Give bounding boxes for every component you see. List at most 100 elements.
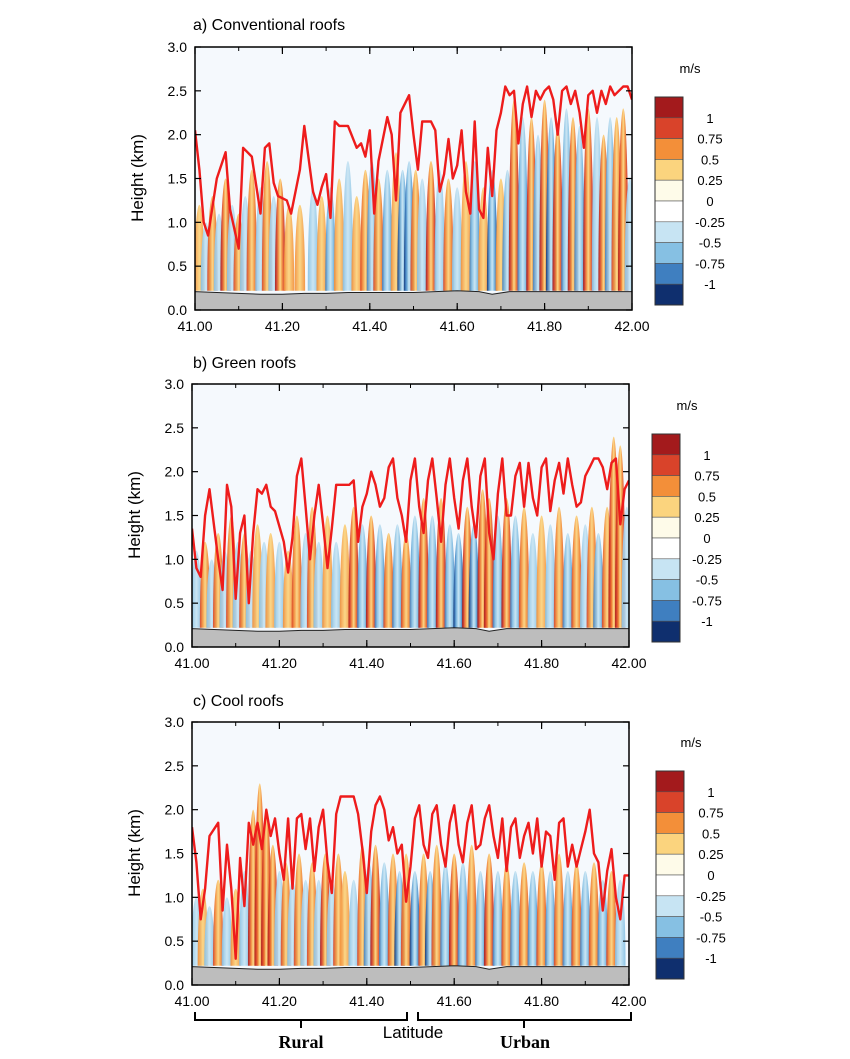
colorbar-swatch: [651, 516, 681, 539]
colorbar-swatch: [655, 874, 685, 897]
velocity-plume: [418, 497, 429, 628]
velocity-plume: [330, 541, 342, 628]
x-tick-label: 41.60: [437, 993, 472, 1009]
velocity-plume: [457, 862, 469, 966]
terrain: [192, 627, 629, 647]
velocity-plume: [571, 862, 582, 966]
colorbar-c: m/s 1 0.75 0.5 0.25 0 -0.25 -0.5 -0.75 -1: [655, 735, 726, 980]
y-tick-label: 1.0: [168, 214, 188, 230]
colorbar-swatch: [651, 454, 681, 476]
y-tick-label: 1.5: [165, 508, 185, 524]
panel-c: c) Cool roofs Height (km) 0.0 0.5 1.0 1.5 2.…: [125, 693, 726, 1009]
velocity-plume: [492, 871, 504, 966]
y-axis-label-b: Height (km): [125, 471, 144, 559]
velocity-plume: [443, 178, 454, 291]
velocity-plume: [483, 497, 495, 628]
x-tick-label: 41.00: [174, 993, 209, 1009]
velocity-plume: [593, 533, 604, 628]
velocity-plume: [392, 524, 403, 628]
x-tick-label: 42.00: [614, 318, 649, 334]
velocity-field: [192, 436, 629, 628]
y-tick-label: 1.0: [165, 889, 185, 905]
velocity-plume: [357, 524, 368, 628]
colorbar-label: 0.5: [701, 152, 719, 167]
rural-label: Rural: [279, 1032, 324, 1052]
velocity-plume: [583, 108, 594, 291]
colorbar-label: 0.5: [702, 826, 720, 841]
colorbar-label: -0.5: [696, 573, 718, 588]
velocity-plume: [339, 524, 351, 628]
colorbar-swatch: [651, 600, 681, 622]
colorbar-swatch: [655, 937, 685, 959]
y-tick-label: 0.0: [165, 977, 185, 993]
velocity-plume: [527, 871, 539, 966]
x-tick-label: 41.80: [527, 318, 562, 334]
velocity-plume: [536, 862, 547, 966]
velocity-plume: [483, 853, 495, 966]
colorbar-label: -1: [704, 277, 716, 292]
panel-title-a: a) Conventional roofs: [193, 17, 345, 34]
velocity-plume: [339, 871, 351, 966]
colorbar-label: 0.25: [698, 847, 723, 862]
x-tick-label: 41.40: [352, 318, 387, 334]
colorbar-label: -0.25: [696, 889, 726, 904]
panel-b: b) Green roofs Height (km) 0.0 0.5 1.0 1.5 2…: [125, 355, 722, 671]
velocity-plume: [597, 879, 609, 966]
y-tick-label: 1.5: [168, 171, 188, 187]
velocity-plume: [536, 515, 547, 628]
velocity-plume: [221, 897, 233, 966]
colorbar-unit: m/s: [681, 735, 702, 750]
colorbar-swatch: [651, 475, 681, 497]
velocity-plume: [562, 871, 574, 966]
panel-title-b: b) Green roofs: [193, 355, 296, 372]
velocity-plume: [624, 178, 632, 291]
colorbar-label: -0.5: [700, 910, 722, 925]
y-tick-label: 2.0: [165, 464, 185, 480]
urban-bracket: [417, 1012, 632, 1028]
y-tick-label: 0.0: [168, 302, 188, 318]
colorbar-swatch: [655, 895, 685, 917]
x-tick-label: 41.80: [524, 993, 559, 1009]
velocity-plume: [501, 497, 512, 628]
velocity-plume: [365, 515, 377, 628]
colorbar-swatch: [651, 558, 681, 580]
y-axis-label-c: Height (km): [125, 809, 144, 897]
plot-area-a: 0.0 0.5 1.0 1.5 2.0 2.5 3.0 41.00 41.20 41.40 41.6…: [168, 39, 650, 334]
x-tick-label: 42.00: [611, 655, 646, 671]
colorbar-swatch: [651, 433, 681, 456]
colorbar-swatch: [651, 620, 681, 643]
y-tick-label: 0.5: [168, 258, 188, 274]
y-tick-label: 0.5: [165, 595, 185, 611]
colorbar-label: -1: [705, 951, 717, 966]
x-tick-label: 41.00: [177, 318, 212, 334]
colorbar-label: -0.25: [695, 215, 725, 230]
y-tick-label: 3.0: [165, 714, 185, 730]
colorbar-label: -0.75: [695, 256, 725, 271]
velocity-plume: [588, 862, 600, 966]
velocity-plume: [294, 204, 306, 291]
urban-label: Urban: [500, 1032, 550, 1052]
y-tick-label: 3.0: [165, 376, 185, 392]
x-tick-label: 41.60: [437, 655, 472, 671]
colorbar-label: 0: [703, 531, 710, 546]
velocity-plume: [325, 187, 336, 291]
pbl-height-line: [192, 795, 629, 960]
plot-area-b: 0.0 0.5 1.0 1.5 2.0 2.5 3.0 41.00 41.20 41.40 41.6…: [165, 376, 647, 671]
colorbar-label: 0.75: [694, 469, 719, 484]
velocity-plume: [212, 879, 224, 966]
colorbar-swatch: [655, 791, 685, 813]
colorbar-label: 1: [703, 448, 710, 463]
terrain: [192, 965, 629, 985]
y-tick-label: 2.5: [168, 83, 188, 99]
colorbar-label: 0.75: [697, 132, 722, 147]
velocity-plume: [333, 178, 345, 291]
velocity-plume: [416, 178, 428, 291]
velocity-plume: [274, 178, 286, 291]
velocity-plume: [440, 862, 451, 966]
velocity-plume: [510, 871, 521, 966]
velocity-plume: [571, 515, 582, 628]
x-axis-label: Latitude: [383, 1023, 444, 1042]
velocity-plume: [274, 541, 285, 628]
velocity-plume: [370, 844, 381, 966]
x-tick-label: 41.20: [262, 993, 297, 1009]
